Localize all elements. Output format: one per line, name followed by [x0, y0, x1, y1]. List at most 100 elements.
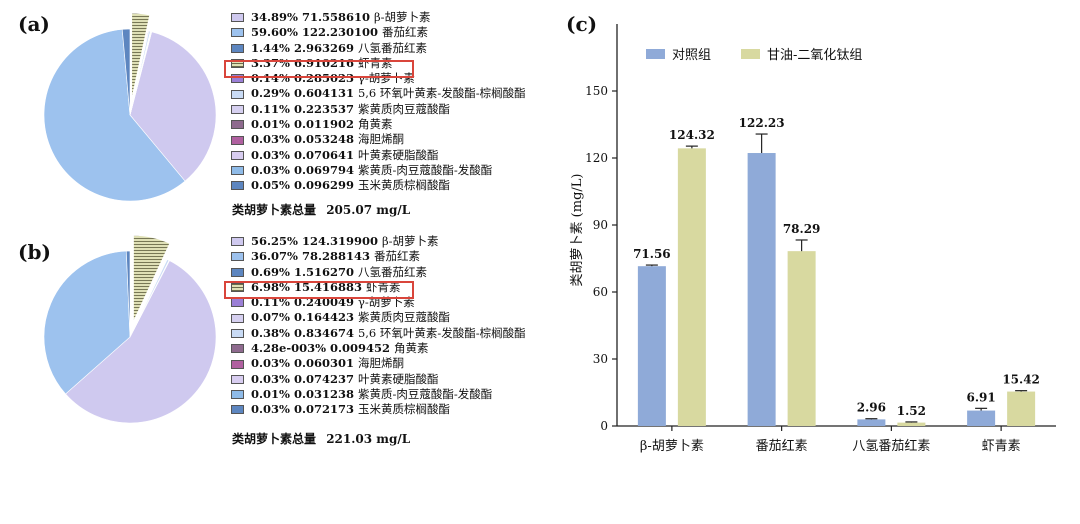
- legend-value: 0.285023: [293, 71, 354, 86]
- legend-name: 玉米黄质棕榈酸酯: [357, 402, 450, 417]
- bar-value-label: 124.32: [669, 128, 715, 142]
- legend-name: 紫黄质-肉豆蔻酸酯-发酸酯: [357, 162, 493, 177]
- legend-swatch: [231, 374, 244, 384]
- legend-swatch: [231, 104, 244, 114]
- bar-value-label: 1.52: [897, 404, 926, 418]
- x-tick-label: β-胡萝卜素: [640, 439, 704, 454]
- legend-percent: 0.38%: [251, 325, 290, 340]
- legend-swatch: [231, 120, 244, 130]
- legend-item: 0.03% 0.053248 海胆烯酮: [231, 132, 526, 147]
- legend-value: 0.223537: [293, 101, 354, 116]
- legend-item: 0.03% 0.070641 叶黄素硬脂酸酯: [231, 148, 526, 163]
- legend-swatch: [231, 237, 244, 247]
- pie-slice: [129, 31, 153, 116]
- legend-name: 八氢番茄红素: [357, 40, 427, 55]
- legend-swatch: [231, 298, 244, 308]
- bar: [967, 410, 996, 426]
- x-tick-label: 番茄红素: [756, 438, 808, 454]
- pie-chart-b: [43, 234, 217, 424]
- legend-value: 0.834674: [293, 325, 354, 340]
- legend-name: β-胡萝卜素: [381, 234, 439, 248]
- total-value-b: 221.03 mg/L: [326, 432, 411, 446]
- legend-name: 5,6 环氧叶黄素-发酸酯-棕榈酸酯: [357, 325, 526, 340]
- legend-swatch: [231, 313, 244, 323]
- legend-value: 15.416883: [293, 279, 362, 294]
- legend-item: 0.07% 0.164423 紫黄质肉豆蔻酸酯: [231, 310, 526, 325]
- y-tick-label: 120: [585, 151, 608, 165]
- legend-name: 海胆烯酮: [357, 132, 404, 147]
- legend-value: 0.072173: [293, 402, 354, 417]
- pie-slice: [125, 250, 131, 338]
- legend-value: 0.070641: [293, 147, 354, 162]
- legend-name: 番茄红素: [381, 25, 428, 40]
- legend-swatch: [231, 405, 244, 415]
- legend-item: 0.38% 0.834674 5,6 环氧叶黄素-发酸酯-棕榈酸酯: [231, 326, 526, 341]
- legend-swatch: [231, 328, 244, 338]
- legend-percent: 0.69%: [251, 264, 290, 279]
- legend-name: 八氢番茄红素: [357, 264, 427, 279]
- legend-percent: 0.03%: [251, 402, 290, 417]
- legend-swatch: [231, 181, 244, 191]
- legend-value: 0.009452: [330, 341, 391, 356]
- panel-label-b: (b): [18, 240, 51, 264]
- legend-swatch: [231, 150, 244, 160]
- legend-name: 角黄素: [357, 117, 393, 132]
- legend-percent: 6.98%: [251, 279, 290, 294]
- legend-value: 0.053248: [293, 132, 354, 147]
- legend-item: 56.25% 124.319900 β-胡萝卜素: [231, 234, 526, 249]
- y-tick-label: 150: [585, 84, 608, 98]
- legend-swatch: [231, 359, 244, 369]
- panel-label-c: (c): [566, 12, 598, 36]
- legend-name: 番茄红素: [373, 249, 420, 264]
- legend-name: 角黄素: [394, 341, 429, 356]
- legend-item: 0.11% 0.223537 紫黄质肉豆蔻酸酯: [231, 102, 526, 117]
- legend-swatch: [231, 390, 244, 400]
- bar: [1007, 391, 1036, 426]
- y-tick-label: 90: [593, 218, 608, 232]
- legend-swatch: [231, 166, 244, 176]
- legend-name: β-胡萝卜素: [373, 10, 431, 24]
- legend-value: 78.288143: [301, 249, 370, 264]
- legend-swatch: [231, 135, 244, 145]
- legend-item: 0.03% 0.060301 海胆烯酮: [231, 356, 526, 371]
- pie-slice: [129, 260, 170, 338]
- legend-swatch: [231, 13, 244, 23]
- pie-slice: [121, 28, 131, 116]
- legend-item: 0.03% 0.069794 紫黄质-肉豆蔻酸酯-发酸酯: [231, 163, 526, 178]
- bar-value-label: 122.23: [739, 116, 785, 130]
- panel-label-a: (a): [18, 12, 50, 36]
- legend-item: 1.44% 2.963269 八氢番茄红素: [231, 41, 526, 56]
- bar-value-label: 2.96: [857, 401, 886, 415]
- legend-percent: 0.11%: [251, 101, 290, 116]
- legend-value: 122.230100: [301, 25, 378, 40]
- pie-slice: [65, 260, 217, 424]
- legend-value: 0.604131: [293, 86, 354, 101]
- legend-swatch: [231, 267, 244, 277]
- pie-slice: [129, 31, 217, 182]
- total-label-a: 类胡萝卜素总量: [232, 203, 317, 217]
- legend-value: 1.516270: [293, 264, 354, 279]
- legend-value: 71.558610: [301, 10, 370, 24]
- legend-percent: 0.05%: [251, 178, 290, 193]
- x-tick-label: 虾青素: [982, 439, 1021, 454]
- legend-percent: 56.25%: [251, 234, 298, 248]
- legend-swatch: [741, 49, 760, 59]
- highlight-box-a: [224, 60, 414, 78]
- legend-item: 59.60% 122.230100 番茄红素: [231, 25, 526, 40]
- legend-swatch: [231, 252, 244, 262]
- legend-item: 0.05% 0.096299 玉米黄质棕榈酸酯: [231, 178, 526, 193]
- legend-label: 对照组: [672, 48, 711, 63]
- total-a: 类胡萝卜素总量 205.07 mg/L: [232, 201, 410, 218]
- highlight-box-b: [224, 281, 414, 299]
- legend-percent: 0.03%: [251, 132, 290, 147]
- legend-item: 6.98% 15.416883 虾青素: [231, 280, 526, 295]
- legend-swatch: [231, 74, 244, 84]
- legend-percent: 0.03%: [251, 356, 290, 371]
- legend-percent: 1.44%: [251, 40, 290, 55]
- legend-swatch: [231, 283, 244, 293]
- legend-item: 36.07% 78.288143 番茄红素: [231, 249, 526, 264]
- legend-name: 叶黄素硬脂酸酯: [357, 147, 439, 162]
- legend-a: 34.89% 71.558610 β-胡萝卜素 59.60% 122.230100 番茄红…: [231, 10, 526, 194]
- total-label-b: 类胡萝卜素总量: [232, 432, 317, 446]
- legend-item: 34.89% 71.558610 β-胡萝卜素: [231, 10, 526, 25]
